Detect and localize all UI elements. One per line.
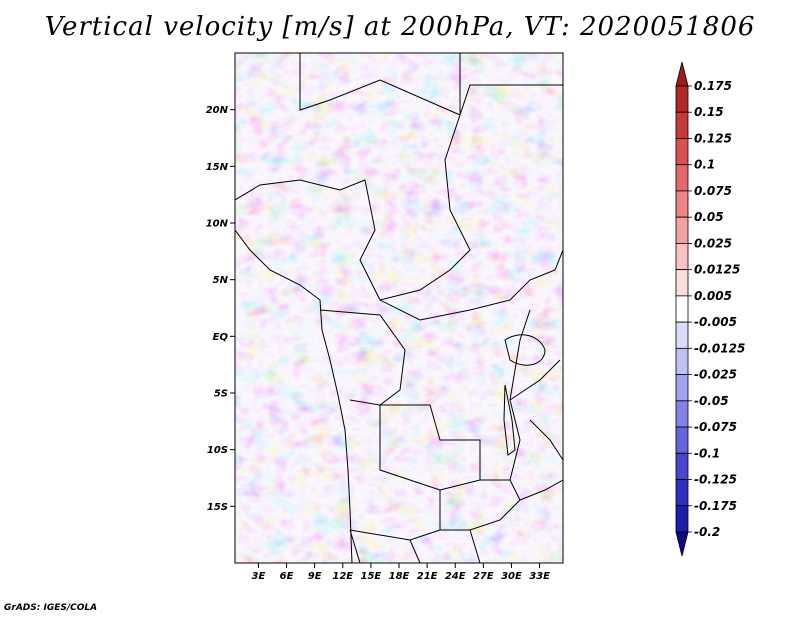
x-tick-label: 33E xyxy=(529,571,550,582)
y-tick-label: 5S xyxy=(214,389,228,400)
coastline-west xyxy=(235,229,353,563)
colorbar-label: -0.025 xyxy=(694,368,737,382)
colorbar-bin xyxy=(675,347,689,375)
colorbar-bin xyxy=(675,479,689,507)
y-tick-label: 20N xyxy=(206,105,229,116)
colorbar-bin xyxy=(675,400,689,428)
colorbar-label: -0.0125 xyxy=(694,341,745,355)
border-east xyxy=(509,359,563,501)
colorbar-label: 0.175 xyxy=(694,79,732,93)
border-south xyxy=(349,529,481,563)
y-tick-label: 15N xyxy=(206,162,229,173)
border-drc xyxy=(319,309,531,481)
x-tick-label: 27E xyxy=(473,571,494,582)
y-tick-label: EQ xyxy=(213,332,229,343)
x-tick-label: 18E xyxy=(389,571,410,582)
colorbar-bin xyxy=(675,295,689,323)
colorbar-bin xyxy=(675,243,689,271)
x-tick-label: 9E xyxy=(308,571,322,582)
colorbar-label: -0.125 xyxy=(694,473,737,487)
colorbar-label: -0.075 xyxy=(694,420,737,434)
colorbar-label: -0.2 xyxy=(694,525,720,539)
colorbar-label: -0.175 xyxy=(694,499,737,513)
colorbar-label: 0.0125 xyxy=(694,263,740,277)
colorbar-label: -0.05 xyxy=(694,394,729,408)
colorbar-bin xyxy=(675,190,689,218)
border-chad-sudan xyxy=(359,114,471,301)
colorbar-label: 0.125 xyxy=(694,131,732,145)
x-tick-label: 24E xyxy=(445,571,466,582)
y-tick-label: 15S xyxy=(207,502,228,513)
colorbar-bin xyxy=(675,374,689,402)
colorbar-bin xyxy=(675,452,689,480)
country-borders xyxy=(235,53,563,563)
colorbar-label: 0.1 xyxy=(694,158,715,172)
border-egypt-sudan xyxy=(459,53,563,116)
colorbar: 0.175 0.15 0.125 0.1 0.075 0.05 0.025 0.0125 0.0… xyxy=(675,61,745,557)
colorbar-label: -0.005 xyxy=(694,315,737,329)
colorbar-top-extend xyxy=(675,61,689,87)
y-tick-label: 10N xyxy=(206,219,229,230)
x-tick-label: 30E xyxy=(501,571,522,582)
colorbar-bin xyxy=(675,138,689,166)
lake-victoria xyxy=(504,334,546,366)
colorbar-label: 0.15 xyxy=(694,105,724,119)
colorbar-bottom-extend xyxy=(675,531,689,557)
colorbar-bin xyxy=(675,505,689,533)
x-tick-label: 12E xyxy=(332,571,353,582)
y-axis: 20N 15N 10N 5N EQ 5S 10S 15S xyxy=(206,105,235,513)
colorbar-label: 0.005 xyxy=(694,289,732,303)
chart-title: Vertical velocity [m/s] at 200hPa, VT: 2… xyxy=(44,12,756,42)
map-panel xyxy=(234,52,564,564)
velocity-field xyxy=(235,53,563,563)
colorbar-bin xyxy=(675,164,689,192)
x-axis: 3E 6E 9E 12E 15E 18E 21E 24E 27E 30E 33E xyxy=(252,563,550,582)
colorbar-bin xyxy=(675,111,689,139)
colorbar-bin xyxy=(675,216,689,244)
y-tick-label: 5N xyxy=(213,275,229,286)
border-libya-chad xyxy=(299,53,461,116)
colorbar-label: -0.1 xyxy=(694,446,720,460)
colorbar-label: 0.05 xyxy=(694,210,724,224)
y-tick-label: 10S xyxy=(207,445,228,456)
x-tick-label: 3E xyxy=(252,571,266,582)
colorbar-label: 0.025 xyxy=(694,236,732,250)
lake-tanganyika xyxy=(503,384,516,456)
grads-credit: GrADS: IGES/COLA xyxy=(4,603,98,613)
border-car xyxy=(379,249,563,321)
border-angola xyxy=(349,399,441,541)
colorbar-bin xyxy=(675,426,689,454)
border-niger-nigeria xyxy=(235,179,366,201)
colorbar-bin xyxy=(675,269,689,297)
x-tick-label: 15E xyxy=(361,571,382,582)
x-tick-label: 21E xyxy=(417,571,438,582)
colorbar-bin xyxy=(675,321,689,349)
colorbar-bin xyxy=(675,85,689,113)
colorbar-label: 0.075 xyxy=(694,184,732,198)
x-tick-label: 6E xyxy=(280,571,294,582)
